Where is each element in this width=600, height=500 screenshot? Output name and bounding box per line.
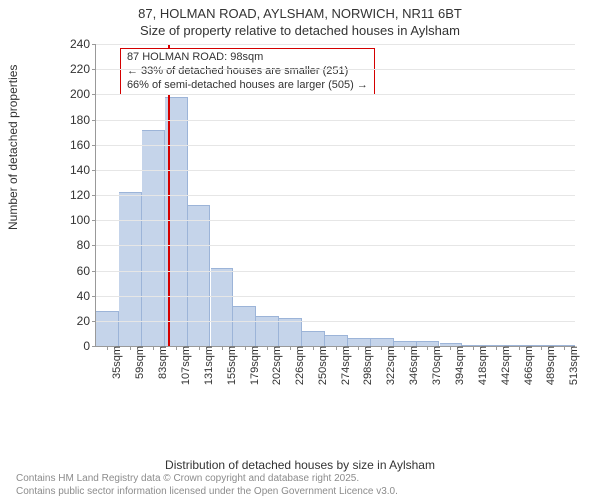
ytick-label: 220 — [60, 62, 96, 76]
xtick-label: 442sqm — [496, 346, 512, 385]
xtick-label: 179sqm — [245, 346, 261, 385]
gridline-h — [96, 120, 575, 121]
histogram-bar — [142, 130, 165, 346]
xtick-label: 107sqm — [176, 346, 192, 385]
annotation-box: 87 HOLMAN ROAD: 98sqm ← 33% of detached … — [120, 48, 375, 95]
gridline-h — [96, 271, 575, 272]
footer-attribution: Contains HM Land Registry data © Crown c… — [16, 473, 398, 498]
xtick-label: 370sqm — [427, 346, 443, 385]
xtick-label: 322sqm — [381, 346, 397, 385]
xtick-label: 489sqm — [541, 346, 557, 385]
xtick-label: 226sqm — [290, 346, 306, 385]
histogram-bar — [325, 335, 348, 346]
ytick-label: 40 — [60, 289, 96, 303]
ytick-label: 180 — [60, 113, 96, 127]
xtick-label: 466sqm — [519, 346, 535, 385]
y-axis-label: Number of detached properties — [6, 65, 20, 230]
chart-area: 87 HOLMAN ROAD: 98sqm ← 33% of detached … — [55, 44, 575, 409]
xtick-label: 394sqm — [450, 346, 466, 385]
xtick-label: 202sqm — [267, 346, 283, 385]
annotation-line3: 66% of semi-detached houses are larger (… — [127, 79, 368, 93]
annotation-line1: 87 HOLMAN ROAD: 98sqm — [127, 51, 368, 65]
gridline-h — [96, 69, 575, 70]
ytick-label: 200 — [60, 87, 96, 101]
gridline-h — [96, 94, 575, 95]
histogram-bar — [348, 338, 371, 346]
xtick-label: 35sqm — [107, 346, 123, 379]
xtick-label: 298sqm — [358, 346, 374, 385]
gridline-h — [96, 145, 575, 146]
chart-title: 87, HOLMAN ROAD, AYLSHAM, NORWICH, NR11 … — [0, 0, 600, 40]
footer-line2: Contains public sector information licen… — [16, 486, 398, 497]
histogram-bar — [211, 268, 234, 346]
histogram-bar — [96, 311, 119, 346]
gridline-h — [96, 296, 575, 297]
gridline-h — [96, 44, 575, 45]
ytick-label: 100 — [60, 213, 96, 227]
xtick-label: 131sqm — [199, 346, 215, 385]
histogram-bar — [188, 205, 211, 346]
histogram-bar — [302, 331, 325, 346]
xtick-label: 155sqm — [222, 346, 238, 385]
ytick-label: 120 — [60, 188, 96, 202]
ytick-label: 80 — [60, 238, 96, 252]
title-line2: Size of property relative to detached ho… — [140, 23, 460, 38]
histogram-bar — [119, 192, 142, 346]
title-line1: 87, HOLMAN ROAD, AYLSHAM, NORWICH, NR11 … — [138, 6, 462, 21]
gridline-h — [96, 321, 575, 322]
ytick-label: 240 — [60, 37, 96, 51]
gridline-h — [96, 245, 575, 246]
xtick-label: 346sqm — [404, 346, 420, 385]
plot-region: 87 HOLMAN ROAD: 98sqm ← 33% of detached … — [95, 44, 575, 347]
xtick-label: 513sqm — [564, 346, 580, 385]
histogram-bar — [279, 318, 302, 346]
xtick-label: 59sqm — [130, 346, 146, 379]
xtick-label: 83sqm — [153, 346, 169, 379]
xtick-label: 250sqm — [313, 346, 329, 385]
ytick-label: 140 — [60, 163, 96, 177]
xtick-label: 274sqm — [336, 346, 352, 385]
ytick-label: 60 — [60, 264, 96, 278]
ytick-label: 160 — [60, 138, 96, 152]
xtick-label: 418sqm — [473, 346, 489, 385]
gridline-h — [96, 170, 575, 171]
x-axis-label: Distribution of detached houses by size … — [0, 458, 600, 472]
ytick-label: 20 — [60, 314, 96, 328]
ytick-label: 0 — [60, 339, 96, 353]
gridline-h — [96, 220, 575, 221]
histogram-bar — [371, 338, 394, 346]
footer-line1: Contains HM Land Registry data © Crown c… — [16, 473, 359, 484]
histogram-bar — [233, 306, 256, 346]
gridline-h — [96, 195, 575, 196]
annotation-line2: ← 33% of detached houses are smaller (25… — [127, 65, 368, 79]
